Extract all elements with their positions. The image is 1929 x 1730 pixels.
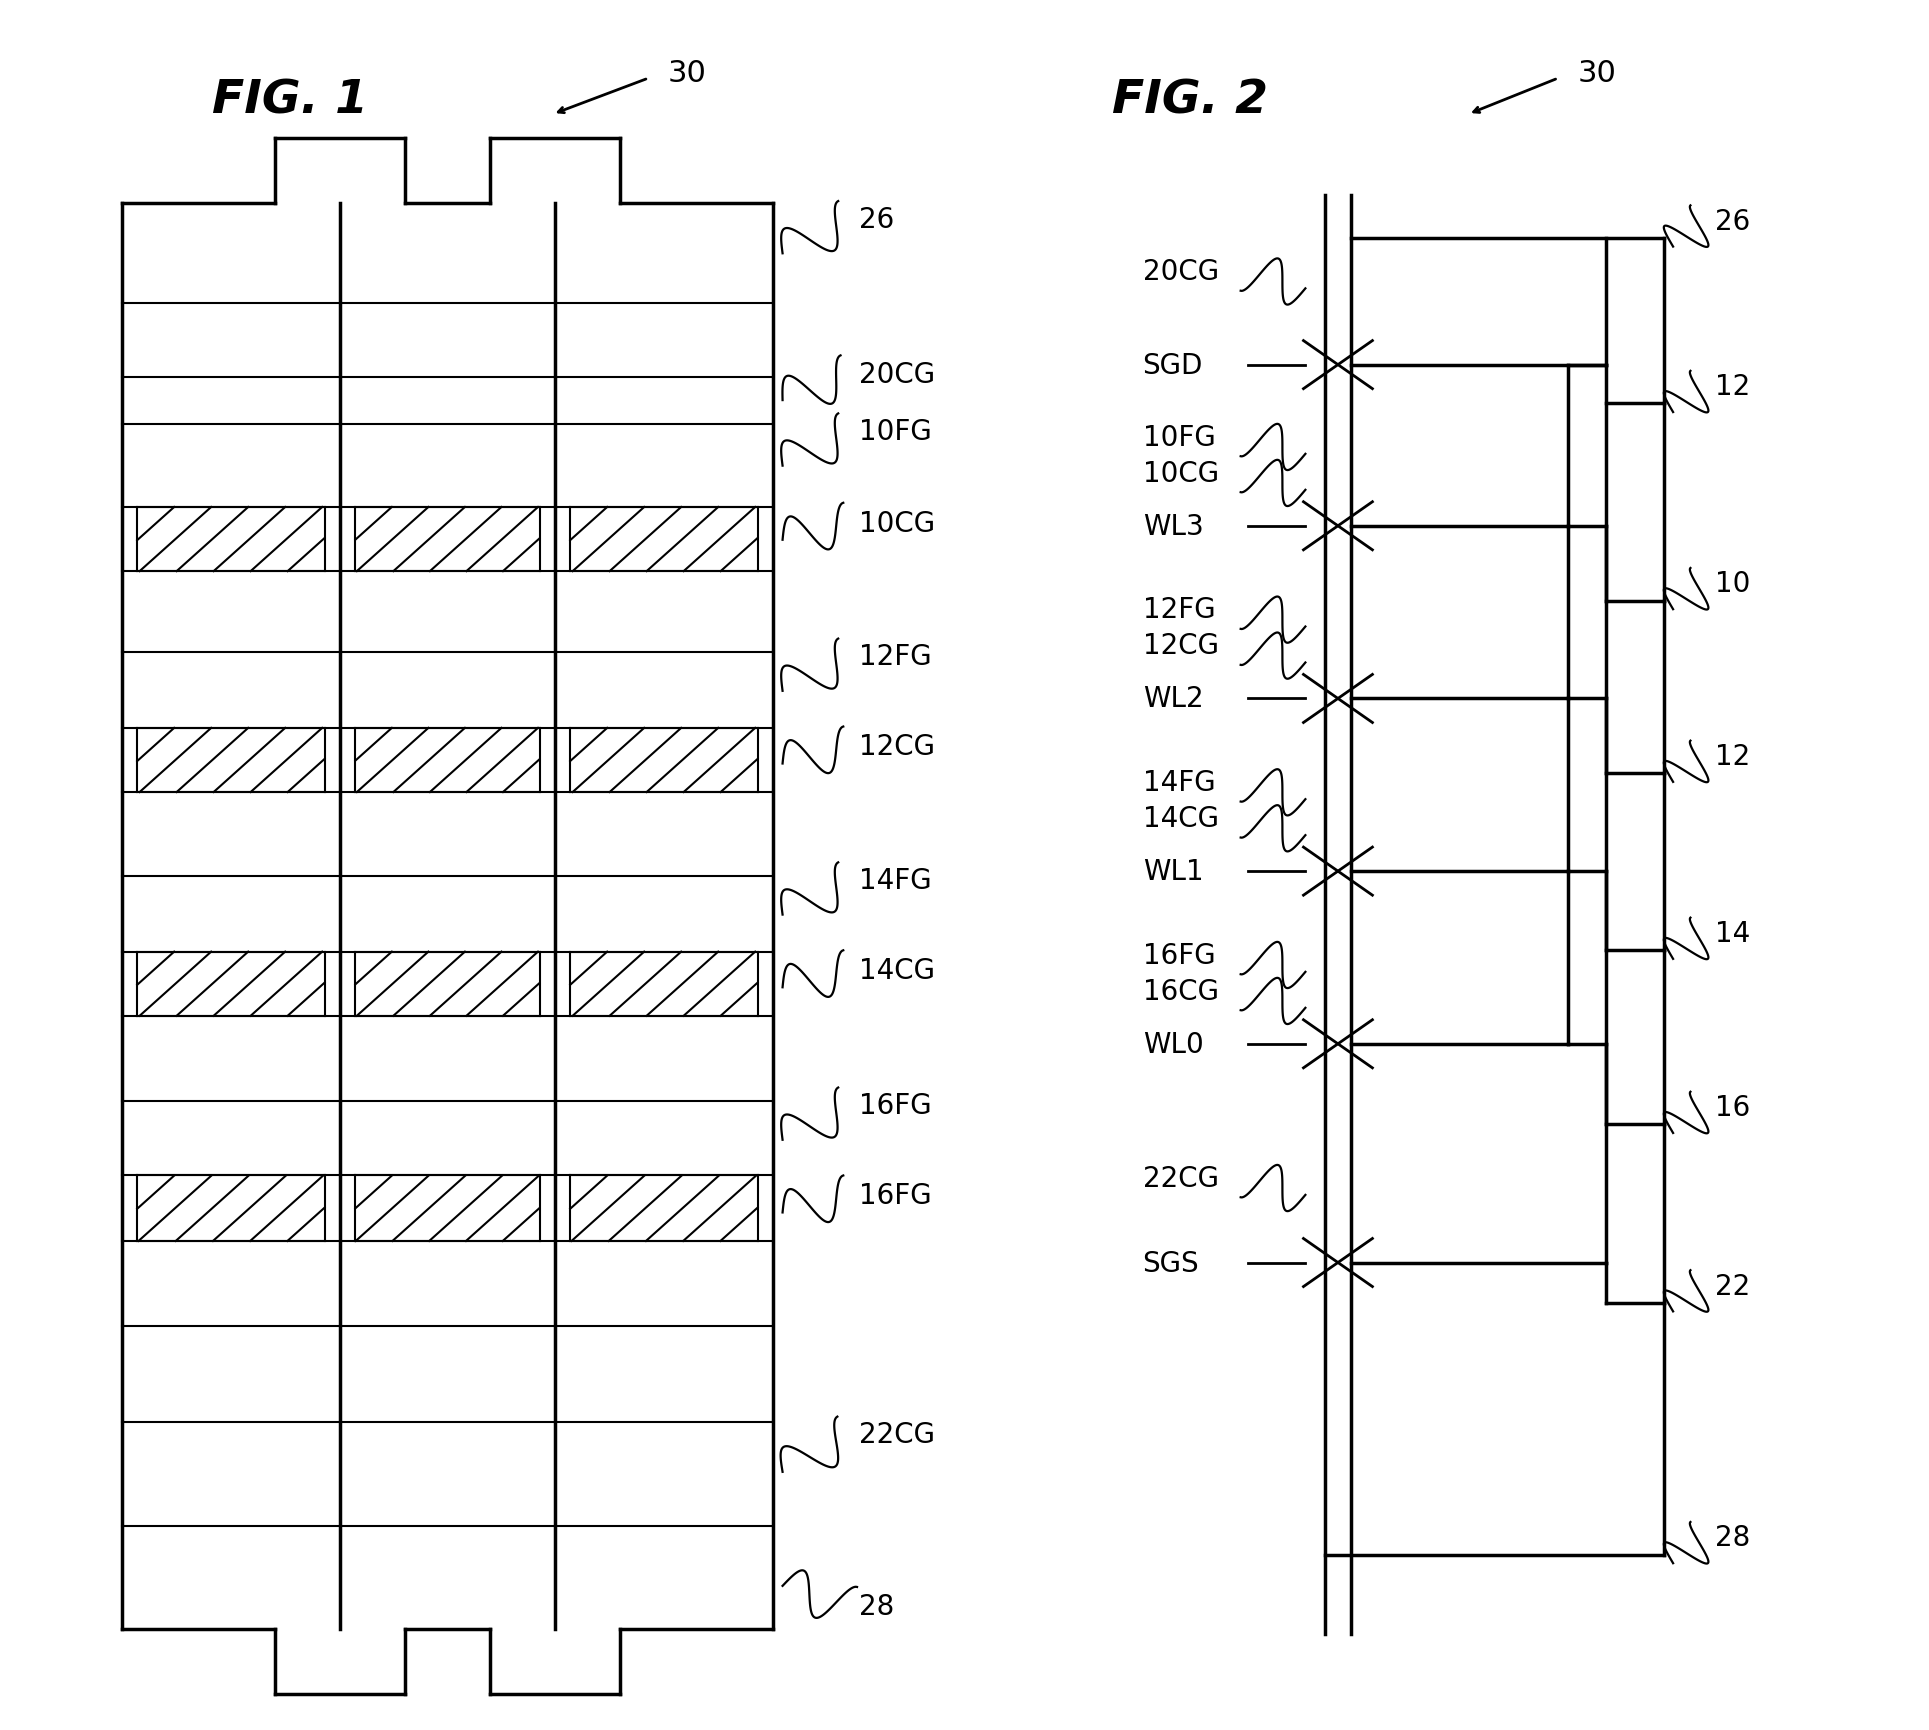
- Text: 10CG: 10CG: [1142, 460, 1219, 488]
- Text: 10FG: 10FG: [1142, 424, 1215, 452]
- Text: 30: 30: [1578, 59, 1617, 88]
- Text: 12FG: 12FG: [1142, 597, 1215, 625]
- Text: 16FG: 16FG: [1142, 941, 1215, 969]
- Text: WL3: WL3: [1142, 512, 1204, 540]
- Text: 10FG: 10FG: [858, 419, 932, 446]
- Text: 30: 30: [667, 59, 706, 88]
- Text: 26: 26: [1715, 208, 1750, 235]
- Text: WL2: WL2: [1142, 685, 1204, 713]
- Text: 22CG: 22CG: [858, 1420, 936, 1448]
- Text: 20CG: 20CG: [858, 362, 936, 389]
- Text: 12: 12: [1715, 374, 1750, 401]
- Text: 16: 16: [1715, 1093, 1750, 1121]
- Text: 22CG: 22CG: [1142, 1164, 1219, 1192]
- Text: 16FG: 16FG: [858, 1092, 932, 1119]
- Text: 10CG: 10CG: [858, 509, 936, 538]
- Text: FIG. 1: FIG. 1: [212, 80, 368, 125]
- Text: 16CG: 16CG: [1142, 977, 1219, 1005]
- Text: 28: 28: [858, 1593, 895, 1621]
- Text: 14FG: 14FG: [858, 867, 932, 894]
- Text: 20CG: 20CG: [1142, 258, 1219, 285]
- Text: 12CG: 12CG: [1142, 631, 1219, 659]
- Text: 22: 22: [1715, 1272, 1750, 1299]
- Text: 12FG: 12FG: [858, 644, 932, 671]
- Text: 12: 12: [1715, 742, 1750, 770]
- Text: 14CG: 14CG: [858, 957, 936, 984]
- Text: WL0: WL0: [1142, 1029, 1204, 1059]
- Text: 26: 26: [858, 206, 895, 234]
- Text: 14CG: 14CG: [1142, 804, 1219, 832]
- Text: FIG. 2: FIG. 2: [1113, 80, 1269, 125]
- Text: 14: 14: [1715, 920, 1750, 948]
- Text: 16FG: 16FG: [858, 1182, 932, 1209]
- Text: SGD: SGD: [1142, 351, 1204, 379]
- Text: 28: 28: [1715, 1524, 1750, 1552]
- Text: 14FG: 14FG: [1142, 768, 1215, 796]
- Text: WL1: WL1: [1142, 858, 1204, 886]
- Text: 12CG: 12CG: [858, 734, 936, 761]
- Text: SGS: SGS: [1142, 1249, 1200, 1277]
- Text: 10: 10: [1715, 571, 1752, 599]
